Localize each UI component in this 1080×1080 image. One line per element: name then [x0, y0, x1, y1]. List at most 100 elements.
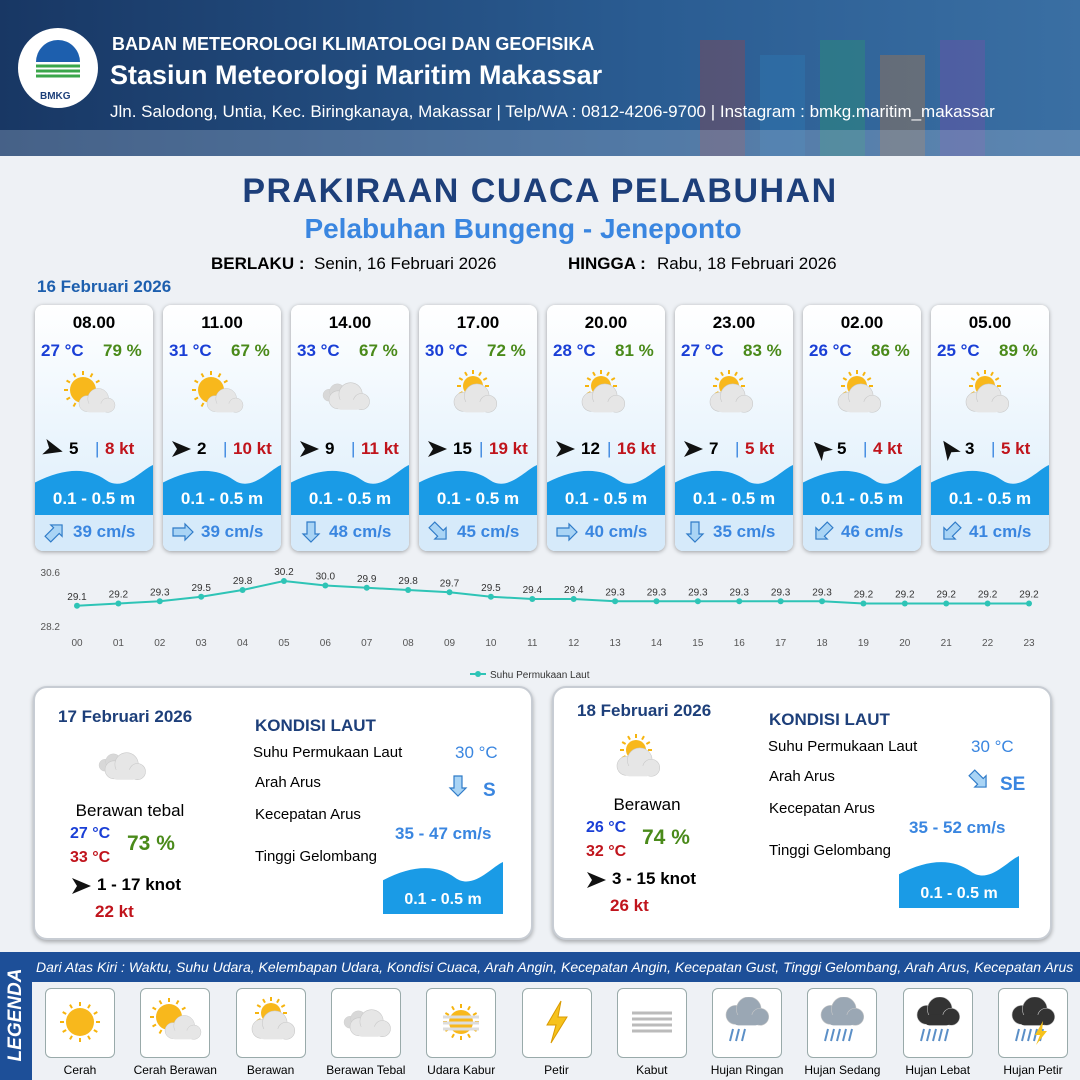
cloud-part	[733, 1014, 761, 1026]
wave-band	[547, 465, 665, 515]
data-point	[777, 598, 784, 605]
legend-icon-box	[330, 988, 401, 1058]
sun-ray	[458, 377, 464, 381]
time: 14.00	[328, 313, 372, 332]
lightning	[545, 1000, 568, 1044]
legend-icon	[545, 1000, 568, 1044]
legend-icon-box	[521, 988, 592, 1058]
data-point	[115, 600, 122, 607]
cloud-part	[589, 401, 617, 413]
forecast-card: 08.00 27 °C 79 % 5 | 8 kt 0.1 - 0.5 m 39 cm/s	[35, 305, 153, 551]
current-direction	[556, 522, 578, 542]
legend-icon	[150, 998, 202, 1040]
x-tick-label: 09	[444, 638, 456, 649]
data-point	[901, 600, 908, 607]
current-arrow	[556, 522, 578, 542]
day-wind: 1 - 17 knot	[97, 875, 182, 894]
dir-label: Arah Arus	[769, 768, 835, 785]
current-speed: 46 cm/s	[841, 522, 904, 541]
cloud-part	[845, 401, 873, 413]
container-stack	[700, 40, 745, 156]
air-temp: 27 °C	[41, 341, 84, 360]
separator: |	[479, 439, 484, 458]
cloud	[251, 1010, 295, 1040]
weather-icon	[192, 371, 244, 413]
speed-value: 35 - 47 cm/s	[395, 824, 492, 843]
cloud	[616, 747, 661, 777]
valid-from-label: BERLAKU :	[211, 254, 305, 273]
sun-ray	[89, 373, 94, 378]
air-temp: 28 °C	[553, 341, 596, 360]
sun-ray	[467, 1033, 472, 1039]
legend-item: Udara Kabur	[427, 1063, 496, 1077]
rain	[925, 1028, 931, 1042]
forecast-card: 11.00 31 °C 67 % 2 | 10 kt 0.1 - 0.5 m 39 cm/s	[163, 305, 281, 551]
data-point	[860, 600, 867, 607]
arrowhead	[587, 872, 606, 888]
current-direction	[943, 521, 962, 540]
legend-icon	[251, 997, 295, 1040]
wind-speed: 5	[837, 439, 847, 458]
cloud	[581, 383, 626, 413]
data-label: 29.3	[771, 587, 791, 598]
sun-ray	[69, 1035, 73, 1040]
sun-ray	[990, 371, 994, 377]
cloud	[165, 1015, 202, 1040]
sea-title: KONDISI LAUT	[255, 716, 376, 735]
data-label: 29.5	[481, 583, 501, 594]
rain	[848, 1028, 854, 1042]
sun-ray	[586, 377, 592, 381]
sun-ray	[610, 377, 616, 381]
day-date: 17 Februari 2026	[58, 707, 193, 726]
cloud-part	[213, 403, 236, 413]
arrow	[815, 521, 834, 540]
sun-ray	[261, 998, 266, 1004]
legend-icon-box	[902, 988, 973, 1058]
time: 08.00	[72, 313, 116, 332]
wave	[419, 465, 537, 515]
valid-from: Senin, 16 Februari 2026	[314, 254, 497, 273]
current-speed: 35 cm/s	[713, 522, 776, 541]
x-tick-label: 08	[403, 638, 415, 649]
lightning	[1035, 1021, 1047, 1045]
x-tick-label: 07	[361, 638, 373, 649]
rain	[943, 1028, 949, 1042]
wave-band	[419, 465, 537, 515]
gust: 10 kt	[233, 439, 272, 458]
data-label: 29.4	[564, 585, 584, 596]
sun-ray	[970, 377, 976, 381]
data-label: 29.2	[895, 590, 915, 601]
x-tick-label: 18	[816, 638, 828, 649]
sun-ray	[467, 1005, 472, 1011]
sun-ray	[95, 379, 100, 384]
legend-title: LEGENDA	[5, 968, 26, 1062]
x-tick-label: 21	[941, 638, 953, 649]
sun	[66, 1008, 94, 1036]
sun-ray	[200, 402, 205, 407]
current-arrow	[428, 521, 447, 540]
arrowhead	[428, 441, 447, 457]
x-tick-label: 23	[1023, 638, 1035, 649]
cloud	[453, 383, 498, 413]
sun-ray	[621, 741, 627, 745]
wave-height: 0.1 - 0.5 m	[948, 489, 1032, 508]
data-label: 29.2	[978, 590, 998, 601]
data-label: 29.8	[398, 576, 418, 587]
legend-icon-box	[45, 988, 115, 1058]
x-tick-label: 03	[196, 638, 208, 649]
cloud	[965, 383, 1010, 413]
rain	[741, 1028, 747, 1042]
wind-speed: 2	[197, 439, 207, 458]
container-stack	[820, 40, 865, 156]
separator: |	[223, 439, 228, 458]
current-arrow	[301, 521, 321, 543]
sun-ray	[256, 1004, 261, 1008]
wave-height: 0.1 - 0.5 m	[52, 489, 136, 508]
data-label: 29.3	[647, 587, 667, 598]
wave-height: 0.1 - 0.5 m	[564, 489, 648, 508]
x-tick-label: 22	[982, 638, 994, 649]
legend-dot	[475, 671, 481, 677]
sun-ray	[976, 371, 980, 377]
sun-ray	[152, 1006, 157, 1011]
wave	[675, 465, 793, 515]
